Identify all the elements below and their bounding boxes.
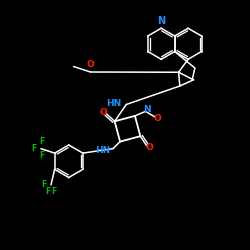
Text: F: F [41, 180, 46, 190]
Text: O: O [154, 114, 161, 123]
Text: F: F [51, 188, 57, 196]
Text: O: O [100, 108, 107, 116]
Text: O: O [146, 143, 154, 152]
Text: F: F [39, 151, 44, 160]
Text: HN: HN [95, 146, 110, 155]
Text: F: F [45, 188, 51, 196]
Text: F: F [39, 137, 44, 146]
Text: HN: HN [106, 99, 122, 108]
Text: N: N [157, 16, 165, 26]
Text: O: O [87, 60, 94, 69]
Text: F: F [31, 144, 36, 153]
Text: N: N [143, 105, 151, 114]
